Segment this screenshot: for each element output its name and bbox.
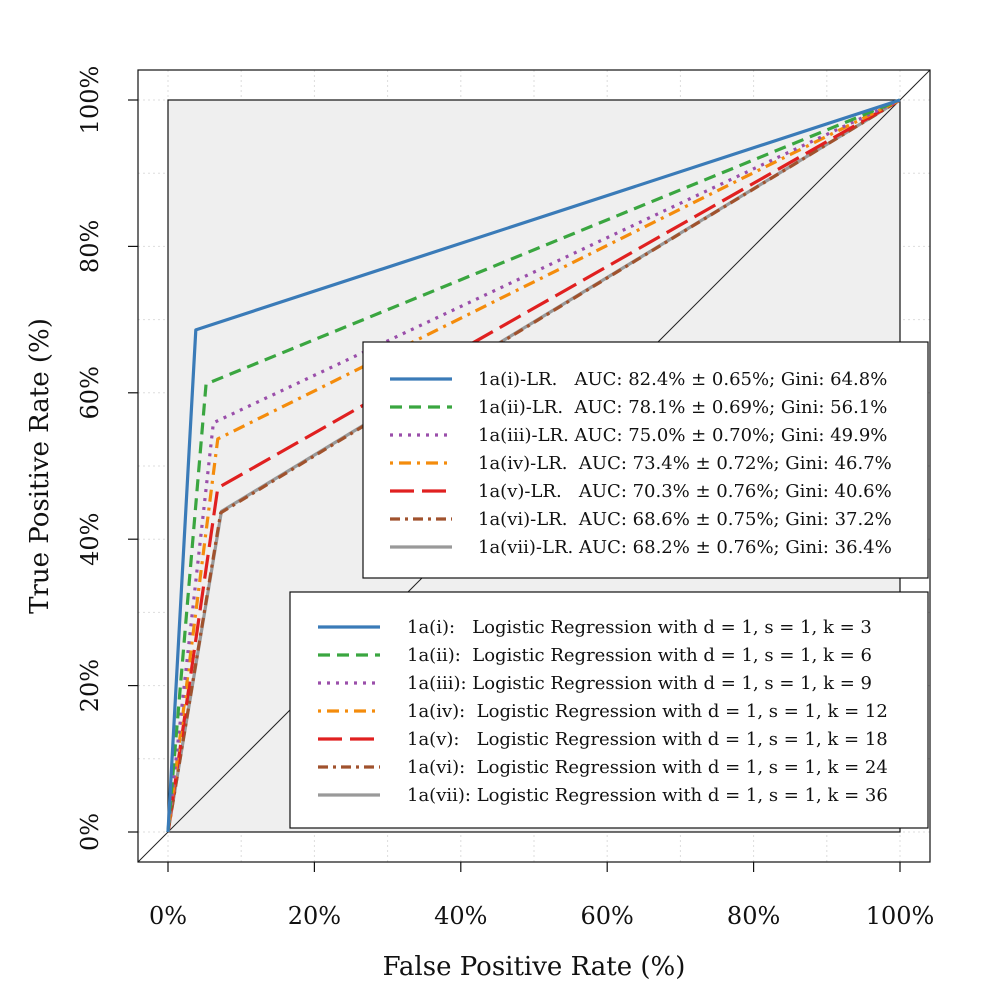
y-tick-label: 40% [76,513,104,566]
x-tick-label: 0% [149,902,187,930]
x-tick-label: 100% [866,902,935,930]
legend-entry-label: 1a(v): Logistic Regression with d = 1, s… [407,729,888,750]
y-tick-label: 80% [76,220,104,273]
legend-entry-label: 1a(ii): Logistic Regression with d = 1, … [407,645,872,666]
x-tick-label: 80% [727,902,780,930]
x-tick-label: 40% [434,902,487,930]
legend-entry-label: 1a(i)-LR. AUC: 82.4% ± 0.65%; Gini: 64.8… [478,369,887,390]
y-tick-label: 100% [76,66,104,135]
x-tick-label: 60% [581,902,634,930]
legend-entry-label: 1a(v)-LR. AUC: 70.3% ± 0.76%; Gini: 40.6… [478,481,892,502]
series-layer [166,98,901,833]
legend-entry-label: 1a(vii): Logistic Regression with d = 1,… [407,785,888,806]
legend-entry-label: 1a(vi)-LR. AUC: 68.6% ± 0.75%; Gini: 37.… [478,509,892,530]
legend-entry-label: 1a(vi): Logistic Regression with d = 1, … [407,757,888,778]
legend-auc: 1a(i)-LR. AUC: 82.4% ± 0.65%; Gini: 64.8… [362,341,929,579]
y-tick-label: 0% [76,813,104,851]
legend-entry-label: 1a(iv)-LR. AUC: 73.4% ± 0.72%; Gini: 46.… [478,453,892,474]
y-tick-label: 60% [76,366,104,419]
series-line-1a-vi [166,98,901,833]
series-line-1a-iv [166,98,901,833]
legend-entry-label: 1a(iii)-LR. AUC: 75.0% ± 0.70%; Gini: 49… [478,425,887,446]
x-tick-label: 20% [288,902,341,930]
ticks-layer: 0% 0% 20% 20% 40% 40% 60% 60% 80% 80% 100% 100% [76,66,934,930]
series-line-1a-i [166,98,901,833]
y-tick-label: 20% [76,659,104,712]
legend-entry-label: 1a(iv): Logistic Regression with d = 1, … [407,701,888,722]
legend-entry-label: 1a(ii)-LR. AUC: 78.1% ± 0.69%; Gini: 56.… [478,397,887,418]
series-line-1a-iii [166,98,901,833]
legend-models: 1a(i): Logistic Regression with d = 1, s… [289,591,929,829]
legend-entry-label: 1a(vii)-LR. AUC: 68.2% ± 0.76%; Gini: 36… [478,537,892,558]
legend-box [289,591,929,829]
legend-entry-label: 1a(iii): Logistic Regression with d = 1,… [407,673,872,694]
legend-box [362,341,929,579]
legend-entry-label: 1a(i): Logistic Regression with d = 1, s… [407,617,872,638]
y-axis-title: True Positive Rate (%) [25,318,55,614]
x-axis-title: False Positive Rate (%) [383,952,686,982]
series-line-1a-v [166,98,901,833]
plot-frame [137,69,931,863]
